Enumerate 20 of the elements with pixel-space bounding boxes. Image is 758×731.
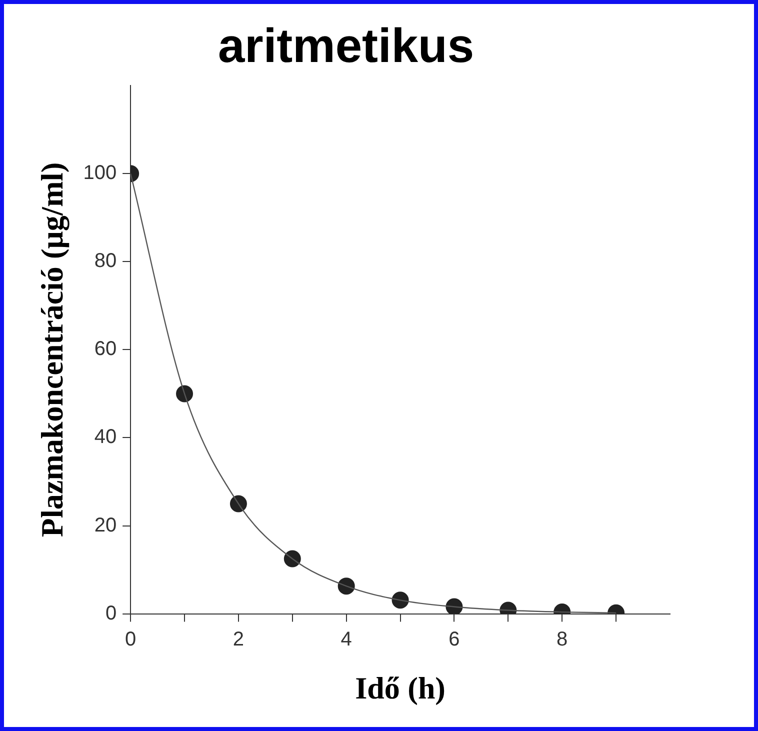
x-tick-label: 8 xyxy=(556,628,568,650)
point xyxy=(392,592,409,609)
y-axis-title: Plazmakoncentráció (μg/ml) xyxy=(34,162,70,538)
y-tick-label: 80 xyxy=(94,250,117,272)
x-tick-label: 2 xyxy=(232,628,244,650)
chart-title: aritmetikus xyxy=(218,20,474,74)
y-tick-label: 60 xyxy=(94,338,117,360)
x-tick-label: 0 xyxy=(125,628,136,650)
point xyxy=(230,495,247,512)
x-axis-title: Idő (h) xyxy=(355,670,446,706)
point xyxy=(338,578,355,595)
y-tick-label: 40 xyxy=(94,426,117,448)
x-tick-label: 6 xyxy=(448,628,460,650)
y-tick-label: 0 xyxy=(105,602,117,624)
point xyxy=(446,598,463,614)
point xyxy=(176,385,194,402)
x-tick-label: 4 xyxy=(340,628,352,650)
y-tick-label: 100 xyxy=(83,162,117,184)
y-tick-label: 20 xyxy=(94,514,117,536)
point xyxy=(284,550,301,568)
